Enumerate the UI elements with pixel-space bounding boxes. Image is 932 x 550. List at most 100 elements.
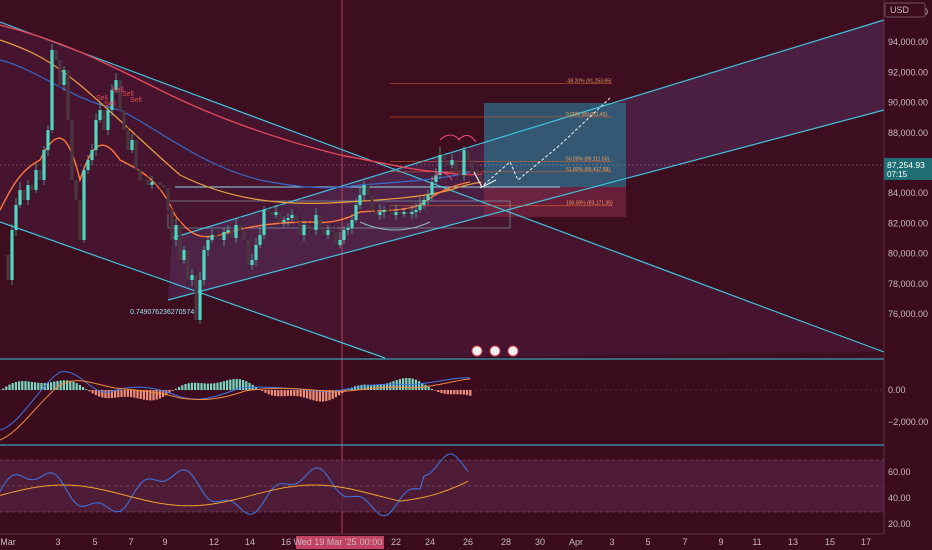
- macd-bar: [430, 388, 433, 390]
- candle-body: [286, 218, 290, 220]
- macd-bar: [210, 383, 213, 390]
- projection-path: [479, 97, 611, 189]
- macd-bar: [245, 381, 248, 390]
- candle-body: [70, 120, 74, 180]
- price-tick: 84,000.00: [888, 188, 928, 198]
- macd-bar: [437, 390, 440, 392]
- candle-body: [330, 230, 334, 232]
- macd-bar: [203, 383, 206, 390]
- macd-bar: [238, 379, 241, 390]
- event-icons[interactable]: [471, 345, 519, 357]
- candle-body: [346, 228, 350, 230]
- macd-bar: [184, 384, 187, 390]
- time-tick: 7: [128, 537, 133, 547]
- candle-body: [326, 230, 330, 235]
- event-icon[interactable]: [507, 345, 519, 357]
- time-tick: 28: [501, 537, 511, 547]
- candle-body: [314, 215, 318, 230]
- macd-bar: [421, 382, 424, 390]
- candle-body: [466, 150, 470, 160]
- event-icon[interactable]: [471, 345, 483, 357]
- macd-bar: [456, 390, 459, 395]
- macd-bar: [126, 390, 129, 397]
- candle-body: [454, 160, 458, 170]
- candle-body: [170, 210, 174, 240]
- time-tick: Wed 19 Mar '25: [293, 537, 356, 547]
- candle-body: [18, 190, 22, 205]
- candle-body: [62, 70, 66, 85]
- macd-bar: [27, 381, 30, 390]
- time-axis[interactable]: [0, 534, 884, 550]
- macd-bar: [373, 384, 376, 390]
- candle-body: [206, 240, 210, 250]
- macd-bar: [325, 390, 328, 402]
- candle-body: [374, 210, 378, 215]
- candle-body: [290, 215, 294, 218]
- candle-body: [430, 182, 434, 195]
- macd-bar: [200, 383, 203, 390]
- candle-body: [50, 50, 54, 130]
- macd-bar: [302, 390, 305, 398]
- candle-body: [386, 210, 390, 212]
- macd-bar: [206, 383, 209, 390]
- macd-bar: [318, 390, 321, 402]
- macd-bar: [405, 378, 408, 390]
- macd-bar: [450, 390, 453, 395]
- macd-bar: [280, 390, 283, 397]
- macd-bar: [267, 390, 270, 395]
- candle-body: [46, 130, 50, 150]
- candle-body: [250, 260, 254, 265]
- candle-body: [138, 170, 142, 180]
- candle-body: [402, 212, 406, 214]
- time-tick: 00:00: [360, 537, 383, 547]
- macd-bar: [107, 390, 110, 399]
- macd-bar: [408, 378, 411, 390]
- pattern-arc-3: [457, 135, 477, 143]
- crosshair-date-badge: [296, 536, 384, 549]
- candle-body: [262, 210, 266, 235]
- candle-body: [194, 275, 198, 320]
- candle-body: [122, 110, 126, 130]
- currency-button[interactable]: [884, 2, 926, 18]
- macd-tick: −2,000.00: [888, 417, 928, 427]
- macd-bar: [82, 387, 85, 390]
- candle-body: [358, 195, 362, 205]
- candle-body: [174, 225, 178, 240]
- candle-body: [418, 205, 422, 210]
- macd-bar: [37, 382, 40, 390]
- candle-body: [458, 170, 462, 175]
- candle-body: [274, 212, 278, 215]
- time-tick: 17: [861, 537, 871, 547]
- time-tick: 15: [825, 537, 835, 547]
- range-box: [167, 200, 511, 229]
- macd-bar: [459, 390, 462, 395]
- candle-body: [22, 190, 26, 200]
- macd-bar: [312, 390, 315, 401]
- macd-bar: [254, 386, 257, 390]
- macd-tick: 0.00: [888, 385, 906, 395]
- macd-bar: [66, 380, 69, 390]
- fib-label: 0.00% (89,051.45): [566, 112, 607, 118]
- sell-signal-2: Sell: [112, 87, 124, 94]
- macd-bar: [72, 381, 75, 390]
- rsi-line: [0, 453, 469, 517]
- macd-bar: [222, 381, 225, 390]
- candle-body: [246, 240, 250, 265]
- macd-bar: [299, 390, 302, 397]
- event-icon[interactable]: [489, 345, 501, 357]
- macd-bar: [75, 383, 78, 390]
- macd-bar: [2, 388, 5, 390]
- macd-bar: [446, 390, 449, 395]
- macd-bar: [427, 386, 430, 390]
- time-tick: Mar: [0, 537, 16, 547]
- macd-bar: [469, 390, 472, 396]
- macd-bar: [139, 390, 142, 399]
- asc-channel-lower: [167, 109, 885, 301]
- macd-bar: [270, 390, 273, 396]
- macd-bar: [466, 390, 469, 396]
- macd-bar: [293, 390, 296, 396]
- time-tick: 3: [609, 537, 614, 547]
- candle-body: [446, 160, 450, 165]
- price-axis[interactable]: [884, 0, 932, 550]
